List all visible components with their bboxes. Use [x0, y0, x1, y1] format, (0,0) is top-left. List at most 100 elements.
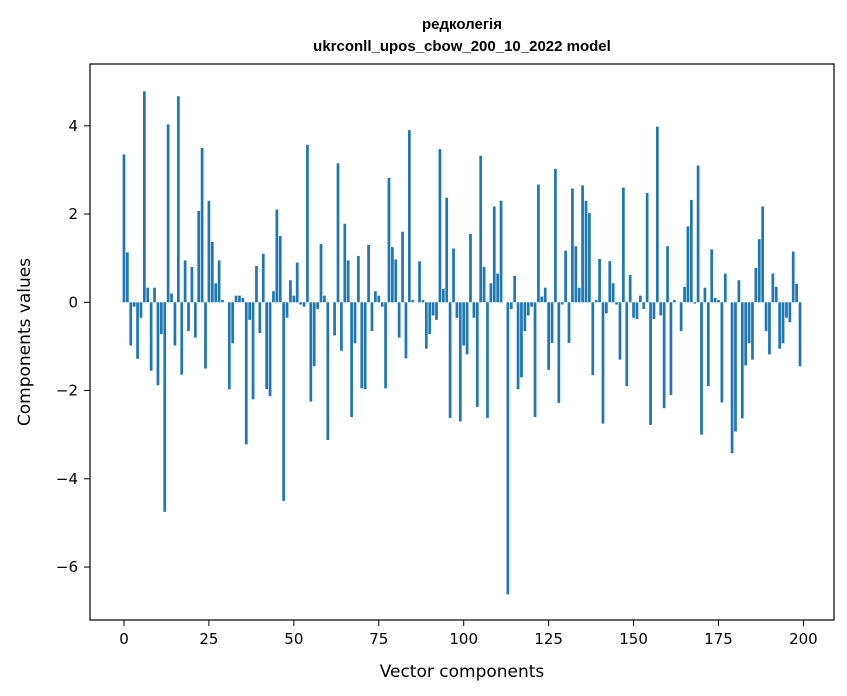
- bar-188: [761, 206, 765, 303]
- bar-31: [227, 302, 231, 390]
- bar-6: [143, 91, 146, 303]
- bar-58: [319, 244, 323, 303]
- bar-72: [367, 244, 370, 303]
- bar-60: [326, 302, 330, 440]
- bar-104: [475, 302, 479, 407]
- bar-73: [370, 302, 374, 331]
- bar-195: [785, 302, 788, 318]
- bar-186: [754, 267, 758, 303]
- bar-45: [275, 209, 279, 303]
- bar-62: [333, 302, 336, 336]
- bar-185: [751, 302, 754, 360]
- bar-172: [706, 302, 710, 387]
- bar-85: [411, 300, 415, 303]
- bar-116: [516, 302, 520, 390]
- bar-118: [523, 302, 527, 331]
- bar-139: [594, 300, 598, 303]
- bar-97: [452, 248, 455, 303]
- bar-166: [686, 226, 690, 303]
- bar-84: [407, 130, 411, 303]
- bar-11: [159, 302, 163, 335]
- bar-87: [418, 261, 421, 303]
- bar-122: [537, 184, 540, 303]
- bar-138: [591, 302, 595, 376]
- bar-64: [340, 302, 343, 351]
- bar-180: [734, 302, 737, 432]
- bar-123: [540, 296, 544, 303]
- bar-15: [173, 302, 177, 346]
- bar-28: [217, 260, 221, 303]
- x-tick-label: 150: [619, 630, 648, 648]
- bar-197: [791, 251, 795, 303]
- bar-71: [363, 302, 367, 390]
- y-axis-ticks: −6 −4 −2 0 2 4: [56, 117, 90, 576]
- bar-39: [255, 266, 258, 303]
- bar-53: [302, 302, 306, 307]
- bar-194: [781, 302, 785, 344]
- bar-117: [520, 302, 523, 378]
- bar-99: [458, 302, 462, 422]
- bar-198: [795, 283, 798, 303]
- bar-101: [465, 302, 469, 355]
- y-tick-label: −2: [56, 382, 78, 400]
- bar-10: [156, 302, 160, 386]
- bar-157: [655, 126, 659, 303]
- bar-115: [513, 275, 517, 303]
- bar-130: [564, 250, 567, 303]
- chart-title: редколегія: [422, 16, 502, 33]
- bar-26: [210, 241, 214, 303]
- bar-150: [632, 302, 635, 318]
- bar-42: [265, 302, 269, 390]
- bar-165: [683, 286, 686, 303]
- bar-153: [642, 302, 646, 309]
- bar-170: [700, 302, 703, 435]
- bar-47: [282, 302, 285, 501]
- bar-140: [598, 259, 601, 303]
- bar-27: [214, 283, 218, 303]
- bar-149: [628, 274, 632, 303]
- bar-33: [234, 295, 238, 303]
- bar-66: [346, 260, 350, 303]
- bar-9: [153, 287, 156, 303]
- bar-7: [146, 287, 150, 303]
- bar-119: [526, 302, 530, 316]
- bar-126: [550, 302, 554, 343]
- bar-183: [744, 302, 748, 366]
- bar-4: [136, 302, 139, 359]
- bar-179: [730, 302, 734, 454]
- bar-21: [193, 302, 197, 338]
- bar-24: [204, 302, 207, 369]
- y-axis-label: Components values: [15, 258, 35, 426]
- bar-167: [689, 199, 693, 303]
- bar-65: [343, 223, 347, 303]
- chart-subtitle: ukrconll_upos_cbow_200_10_2022 model: [313, 38, 611, 55]
- bar-19: [187, 302, 190, 331]
- bar-113: [506, 302, 510, 595]
- bar-44: [272, 291, 275, 303]
- bar-48: [285, 302, 289, 318]
- bar-78: [387, 177, 391, 303]
- bar-49: [289, 280, 292, 303]
- bar-91: [431, 302, 435, 316]
- x-tick-label: 75: [369, 630, 388, 648]
- bar-32: [231, 302, 235, 344]
- bar-92: [435, 302, 438, 320]
- bar-83: [404, 302, 408, 359]
- bar-159: [662, 302, 666, 409]
- bars-group: [122, 91, 802, 595]
- bar-181: [737, 280, 741, 303]
- bar-22: [197, 210, 201, 303]
- bar-193: [778, 302, 781, 349]
- bar-56: [312, 302, 316, 367]
- bar-160: [666, 246, 669, 303]
- bar-137: [588, 213, 591, 303]
- bar-196: [788, 302, 792, 323]
- bar-177: [723, 273, 727, 303]
- bar-34: [238, 295, 241, 303]
- bar-192: [774, 286, 778, 303]
- bar-124: [543, 287, 547, 303]
- bar-173: [710, 249, 714, 303]
- bar-109: [492, 206, 496, 303]
- bar-29: [221, 300, 224, 303]
